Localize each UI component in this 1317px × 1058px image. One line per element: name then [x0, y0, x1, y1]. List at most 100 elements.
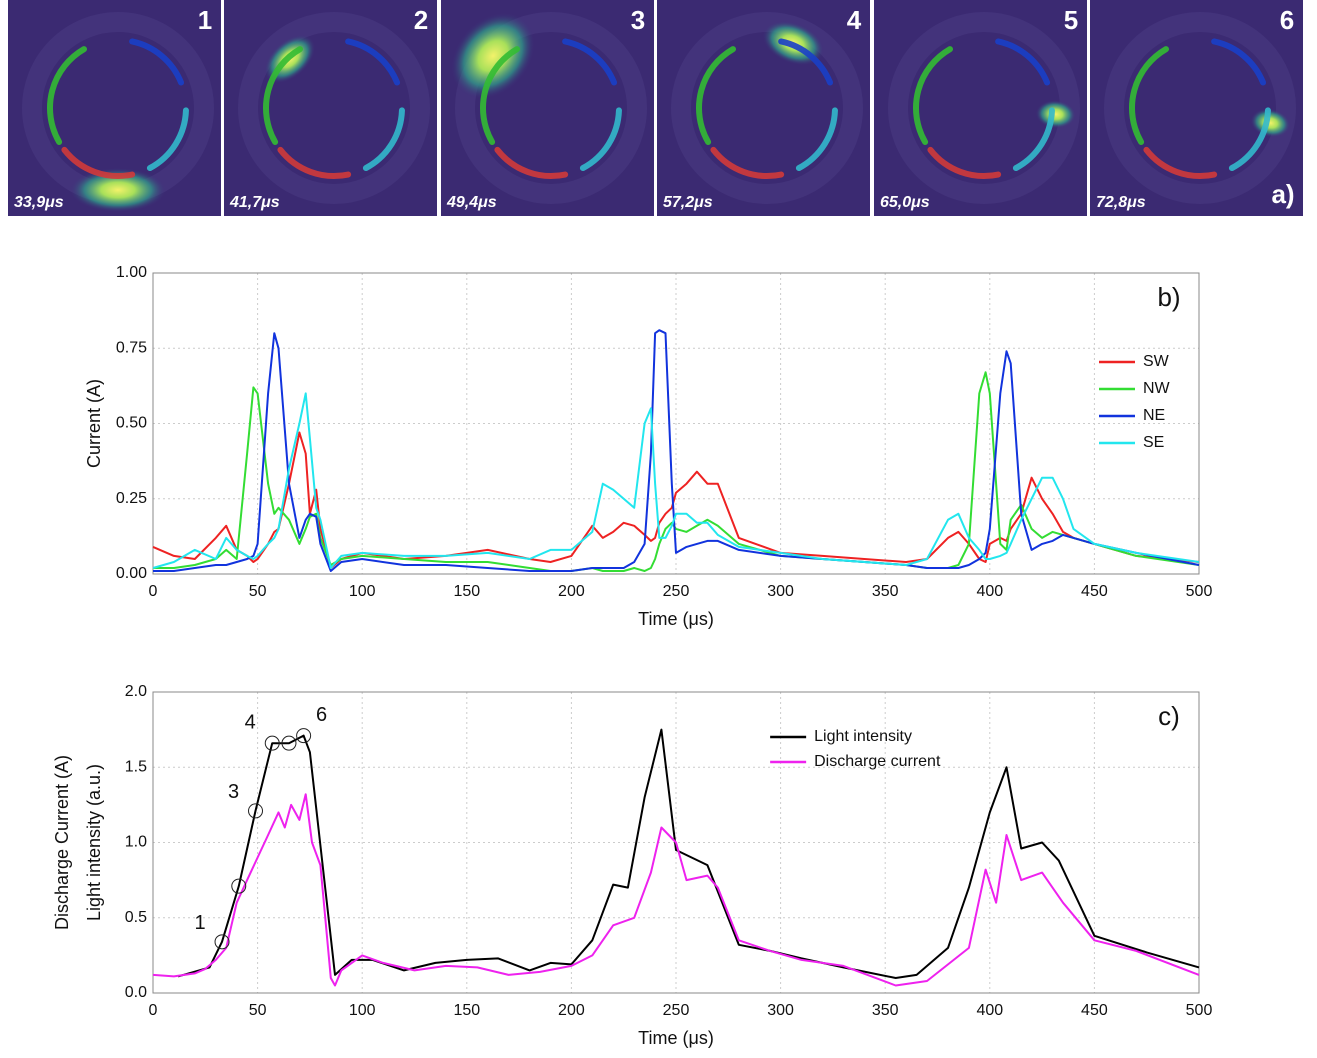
electrode-arc [345, 38, 401, 86]
marker-label: 1 [194, 912, 205, 934]
y-tick-label: 0.25 [116, 490, 147, 507]
halo [455, 12, 647, 204]
marker-label: 4 [245, 711, 256, 733]
electrode-arc [1211, 38, 1267, 86]
series-line [152, 793, 1200, 987]
electrode-arc [696, 46, 736, 145]
x-tick-label: 450 [1081, 583, 1108, 600]
frame-time: 41,7μs [229, 194, 280, 211]
legend-label: SE [1143, 434, 1164, 451]
frame: 4 57,2μs [657, 0, 870, 216]
electrode-arc [277, 146, 352, 179]
y-tick-label: 1.0 [125, 834, 147, 851]
electrode-arc [480, 46, 520, 145]
electrode-arc [778, 38, 834, 86]
frame-marker [248, 803, 264, 819]
frame-number: 3 [631, 5, 645, 35]
x-tick-label: 300 [767, 1002, 794, 1019]
electrode-arc [1143, 146, 1218, 179]
glow [1250, 108, 1291, 138]
legend-label: NW [1143, 380, 1171, 397]
frame: 6 72,8μs [1090, 0, 1303, 216]
electrode-arc [579, 107, 622, 172]
x-tick-label: 0 [149, 583, 158, 600]
frame-number: 4 [847, 5, 862, 35]
x-tick-label: 500 [1186, 583, 1213, 600]
series-line [153, 371, 1200, 572]
glow [1035, 100, 1076, 129]
x-tick-label: 200 [558, 1002, 585, 1019]
electrode-arc [1228, 107, 1271, 172]
frame-marker [281, 735, 297, 751]
frame-number: 5 [1064, 5, 1078, 35]
electrode-arc [494, 146, 569, 179]
y-axis-title: Light intensity (a.u.) [84, 764, 104, 921]
y-tick-label: 0.00 [116, 565, 147, 582]
electrode-arc [1129, 46, 1169, 145]
plot-frame [152, 272, 1200, 575]
x-tick-label: 0 [149, 1002, 158, 1019]
electrode-arc [1012, 107, 1055, 172]
frame: 2 41,7μs [224, 0, 437, 216]
y-axis-title: Current (A) [84, 379, 104, 468]
x-tick-label: 250 [663, 1002, 690, 1019]
x-tick-label: 400 [976, 583, 1003, 600]
x-tick-label: 100 [349, 1002, 376, 1019]
frame-time: 72,8μs [1096, 194, 1146, 211]
y-tick-label: 1.00 [116, 264, 147, 281]
electrode-arc [263, 46, 303, 145]
frame: 1 33,9μs [8, 0, 221, 216]
frame-marker [214, 934, 230, 950]
frame-marker [231, 878, 247, 894]
electrode-arc [913, 46, 953, 145]
y-tick-label: 0.75 [116, 339, 147, 356]
legend-label: SW [1143, 353, 1170, 370]
glow [70, 168, 166, 212]
frame-marker [296, 728, 312, 744]
halo [671, 12, 863, 204]
series-line [152, 392, 1200, 569]
electrode-arc [146, 107, 189, 172]
x-tick-label: 500 [1186, 1002, 1213, 1019]
electrode-arc [995, 38, 1051, 86]
halo [1104, 12, 1296, 204]
panel-label: b) [1157, 282, 1180, 312]
x-tick-label: 400 [976, 1002, 1003, 1019]
frame-time: 57,2μs [663, 194, 713, 211]
x-tick-label: 250 [663, 583, 690, 600]
frame-time: 65,0μs [880, 194, 930, 211]
frame-time: 49,4μs [446, 194, 497, 211]
electrode-arc [562, 38, 618, 86]
x-tick-label: 50 [249, 583, 267, 600]
series-line [177, 728, 1200, 979]
electrode-arc [129, 38, 185, 86]
x-tick-label: 50 [249, 1002, 267, 1019]
glow [451, 12, 535, 99]
x-axis-title: Time (μs) [638, 1028, 714, 1048]
legend-label: NE [1143, 407, 1165, 424]
x-tick-label: 300 [767, 583, 794, 600]
electrode-arc [927, 146, 1002, 179]
x-tick-label: 150 [453, 1002, 480, 1019]
frame: 3 49,4μs [441, 0, 654, 216]
x-tick-label: 100 [349, 583, 376, 600]
x-tick-label: 200 [558, 583, 585, 600]
y-tick-label: 0.50 [116, 415, 147, 432]
image-strip: 1 33,9μs 2 41,7μs 3 49,4μs 4 57,2μs 5 65,0μs 6 72,8… [8, 0, 1303, 216]
panel-label: c) [1158, 701, 1180, 731]
electrode-arc [362, 107, 405, 172]
frame-marker [264, 735, 280, 751]
plot-frame [152, 691, 1200, 994]
electrode-arc [61, 146, 136, 179]
y-axis-title: Discharge Current (A) [52, 755, 72, 930]
legend-label: Discharge current [814, 753, 941, 770]
y-tick-label: 1.5 [125, 758, 147, 775]
electrode-arc [795, 107, 838, 172]
electrode-arc [47, 46, 87, 145]
x-tick-label: 350 [872, 1002, 899, 1019]
y-tick-label: 2.0 [125, 683, 147, 700]
marker-label: 6 [316, 704, 327, 726]
y-tick-label: 0.5 [125, 909, 147, 926]
frame: 5 65,0μs [874, 0, 1087, 216]
series-line [153, 329, 1200, 572]
